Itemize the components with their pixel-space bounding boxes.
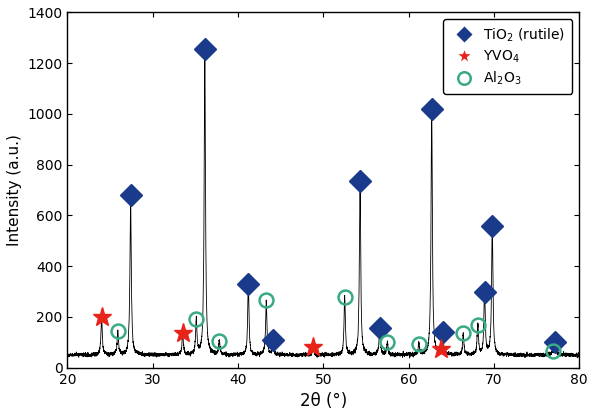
X-axis label: 2θ (°): 2θ (°) (300, 392, 347, 410)
Y-axis label: Intensity (a.u.): Intensity (a.u.) (7, 134, 22, 246)
Legend: TiO$_2$ (rutile), YVO$_4$, Al$_2$O$_3$: TiO$_2$ (rutile), YVO$_4$, Al$_2$O$_3$ (443, 19, 572, 94)
